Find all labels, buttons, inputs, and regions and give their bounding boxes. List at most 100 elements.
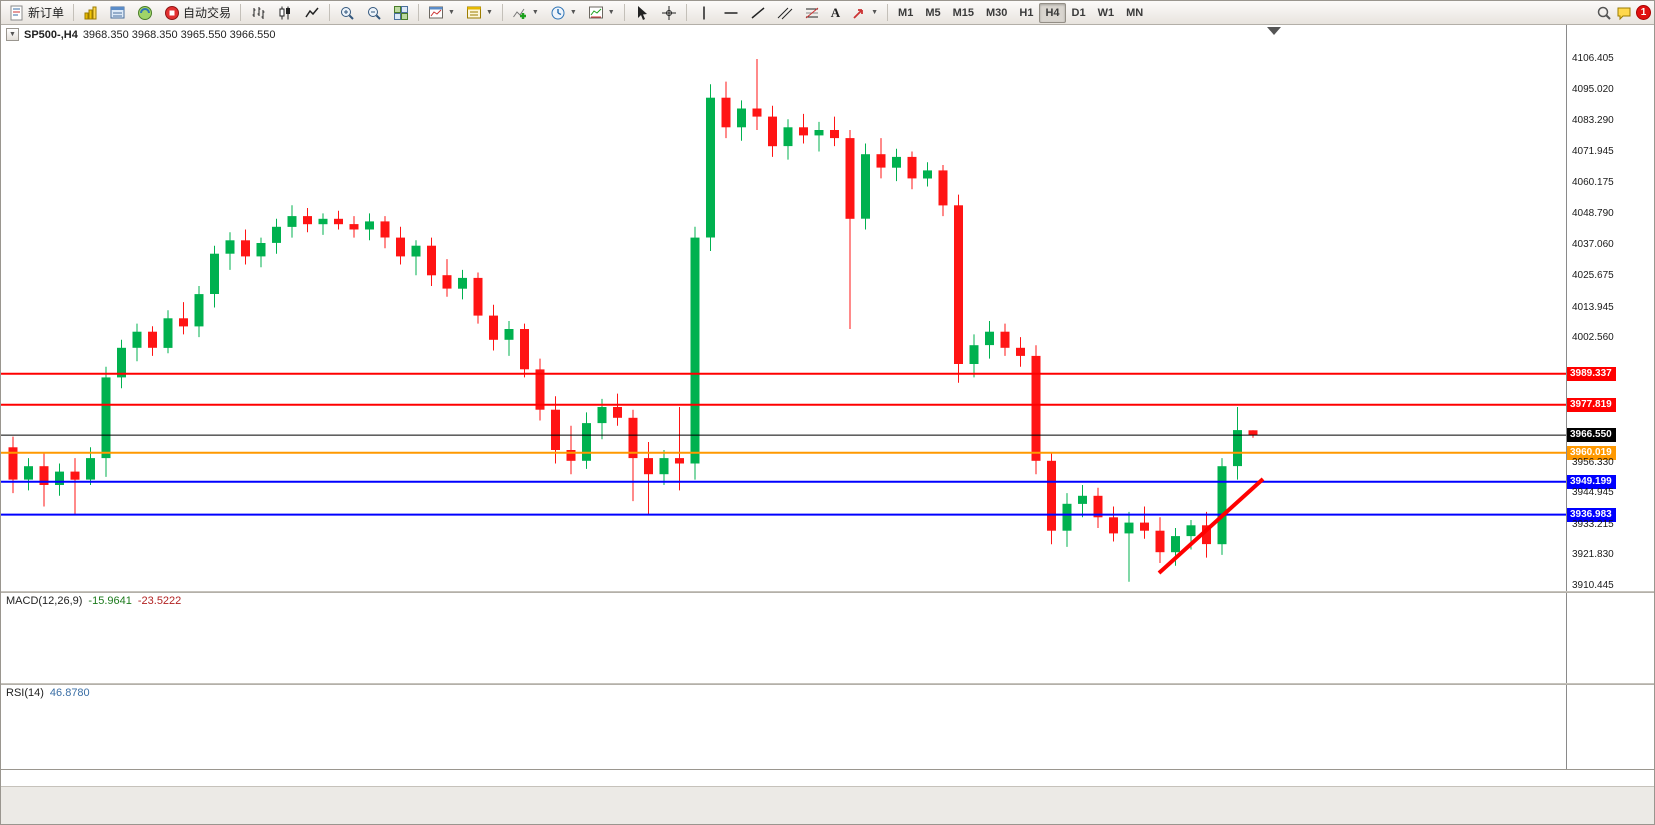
candle-body: [1233, 430, 1242, 467]
timeframe-button-m1[interactable]: M1: [898, 6, 914, 19]
chart-shift-marker[interactable]: [1267, 27, 1281, 35]
new-chart-icon: [429, 6, 444, 18]
candle-body: [628, 417, 638, 459]
trend-arrow[interactable]: [1157, 477, 1265, 575]
candle-body: [861, 154, 870, 219]
main-chart-pane[interactable]: ▼ SP500-,H4 3968.350 3968.350 3965.550 3…: [1, 25, 1566, 591]
candle-body: [287, 216, 297, 227]
price-axis-label: 4071.945: [1572, 146, 1614, 157]
profiles-icon: [466, 6, 481, 18]
timeframe-button-h1[interactable]: H1: [1019, 6, 1034, 19]
trendline-tool-button[interactable]: [745, 2, 771, 23]
trendline-icon: [751, 6, 765, 19]
line-chart-icon: [305, 7, 319, 17]
bottom-strip: [1, 786, 1654, 824]
timeframe-button-w1[interactable]: W1: [1097, 6, 1115, 19]
candle-body: [349, 224, 359, 230]
candle-chart-mode-button[interactable]: [272, 2, 298, 23]
cursor-tool-button[interactable]: [629, 2, 655, 23]
profiles-button[interactable]: ▼: [461, 2, 498, 23]
candle-body: [1093, 495, 1103, 518]
fibonacci-tool-button[interactable]: [799, 2, 825, 23]
auto-trading-label: 自动交易: [183, 6, 232, 20]
candle-body: [225, 240, 235, 254]
macd-chart: [1, 593, 1566, 683]
hline-price-tag: 3960.019: [1567, 446, 1616, 460]
line-chart-mode-button[interactable]: [299, 2, 325, 23]
price-axis-label: 3921.830: [1572, 549, 1614, 560]
toolbar-separator: [240, 4, 242, 21]
price-axis-label: 3933.215: [1572, 519, 1614, 530]
time-axis[interactable]: [1, 770, 1654, 786]
tile-windows-icon: [394, 5, 409, 20]
candle-body: [814, 130, 824, 136]
price-axis[interactable]: 3989.337 3977.819 3966.550 3960.019 3949.199…: [1566, 25, 1654, 591]
arrows-tool-button[interactable]: ▼: [846, 2, 883, 23]
candle-body: [473, 277, 483, 316]
rsi-axis[interactable]: [1566, 685, 1654, 769]
tile-windows-button[interactable]: [388, 2, 414, 23]
data-window-icon: [110, 6, 125, 18]
candle-body: [179, 318, 188, 327]
auto-trading-button[interactable]: 自动交易: [159, 2, 236, 23]
macd-name: MACD(12,26,9): [6, 595, 83, 607]
pane-separator[interactable]: [1, 591, 1654, 593]
vertical-line-icon: [702, 6, 705, 19]
new-order-button[interactable]: 新订单: [4, 2, 69, 23]
new-chart-button[interactable]: ▼: [423, 2, 460, 23]
horizontal-line-tool-button[interactable]: [718, 2, 744, 23]
candle-body: [427, 245, 436, 276]
candle-body: [132, 331, 142, 348]
channel-tool-button[interactable]: [772, 2, 798, 23]
price-axis-label: 4002.560: [1572, 332, 1614, 343]
data-window-button[interactable]: [105, 2, 131, 23]
hline-price-tag: 3966.550: [1567, 428, 1616, 442]
text-tool-button[interactable]: A: [826, 2, 845, 23]
one-click-trading-toggle[interactable]: ▼: [6, 28, 19, 41]
macd-axis[interactable]: [1566, 593, 1654, 683]
candle-body: [969, 345, 979, 364]
notification-badge[interactable]: 1: [1636, 5, 1651, 20]
candle-body: [489, 315, 498, 340]
rsi-pane[interactable]: RSI(14) 46.8780: [1, 685, 1566, 769]
search-icon[interactable]: [1596, 5, 1612, 21]
candle-body: [1109, 517, 1118, 534]
market-watch-button[interactable]: [78, 2, 104, 23]
market-watch-icon: [84, 6, 97, 19]
zoom-out-button[interactable]: [361, 2, 387, 23]
candle-body: [1186, 525, 1196, 537]
timeframe-button-d1[interactable]: D1: [1071, 6, 1086, 19]
chat-icon[interactable]: [1616, 5, 1632, 21]
zoom-in-icon: [341, 6, 354, 20]
candlestick-chart-icon: [279, 6, 291, 19]
candle-body: [566, 450, 576, 461]
periods-button[interactable]: ▼: [545, 2, 582, 23]
timeframe-button-m30[interactable]: M30: [986, 6, 1008, 19]
timeframe-button-m5[interactable]: M5: [925, 6, 941, 19]
candle-body: [659, 458, 669, 475]
zoom-in-button[interactable]: [334, 2, 360, 23]
navigator-button[interactable]: [132, 2, 158, 23]
timeframe-button-mn[interactable]: MN: [1126, 6, 1144, 19]
timeframe-button-m15[interactable]: M15: [952, 6, 975, 19]
candle-body: [365, 221, 374, 230]
candle-body: [1047, 460, 1056, 531]
candle-body: [845, 138, 855, 219]
templates-button[interactable]: ▼: [583, 2, 620, 23]
indicators-button[interactable]: ▼: [507, 2, 544, 23]
new-order-icon: [10, 5, 23, 20]
crosshair-tool-button[interactable]: [656, 2, 682, 23]
pane-separator[interactable]: [1, 683, 1654, 685]
timeframe-button-h4[interactable]: H4: [1039, 2, 1066, 23]
candle-body: [39, 466, 49, 485]
macd-label: MACD(12,26,9) -15.9641 -23.5222: [6, 595, 181, 607]
price-axis-label: 4083.290: [1572, 115, 1614, 126]
candle-body: [954, 205, 963, 364]
candlestick-chart[interactable]: [1, 25, 1566, 591]
bar-chart-mode-button[interactable]: [245, 2, 271, 23]
candle-body: [55, 471, 64, 485]
vertical-line-tool-button[interactable]: [691, 2, 717, 23]
candle-body: [303, 216, 312, 225]
hline-price-tag: 3936.983: [1567, 508, 1616, 522]
macd-pane[interactable]: MACD(12,26,9) -15.9641 -23.5222: [1, 593, 1566, 683]
